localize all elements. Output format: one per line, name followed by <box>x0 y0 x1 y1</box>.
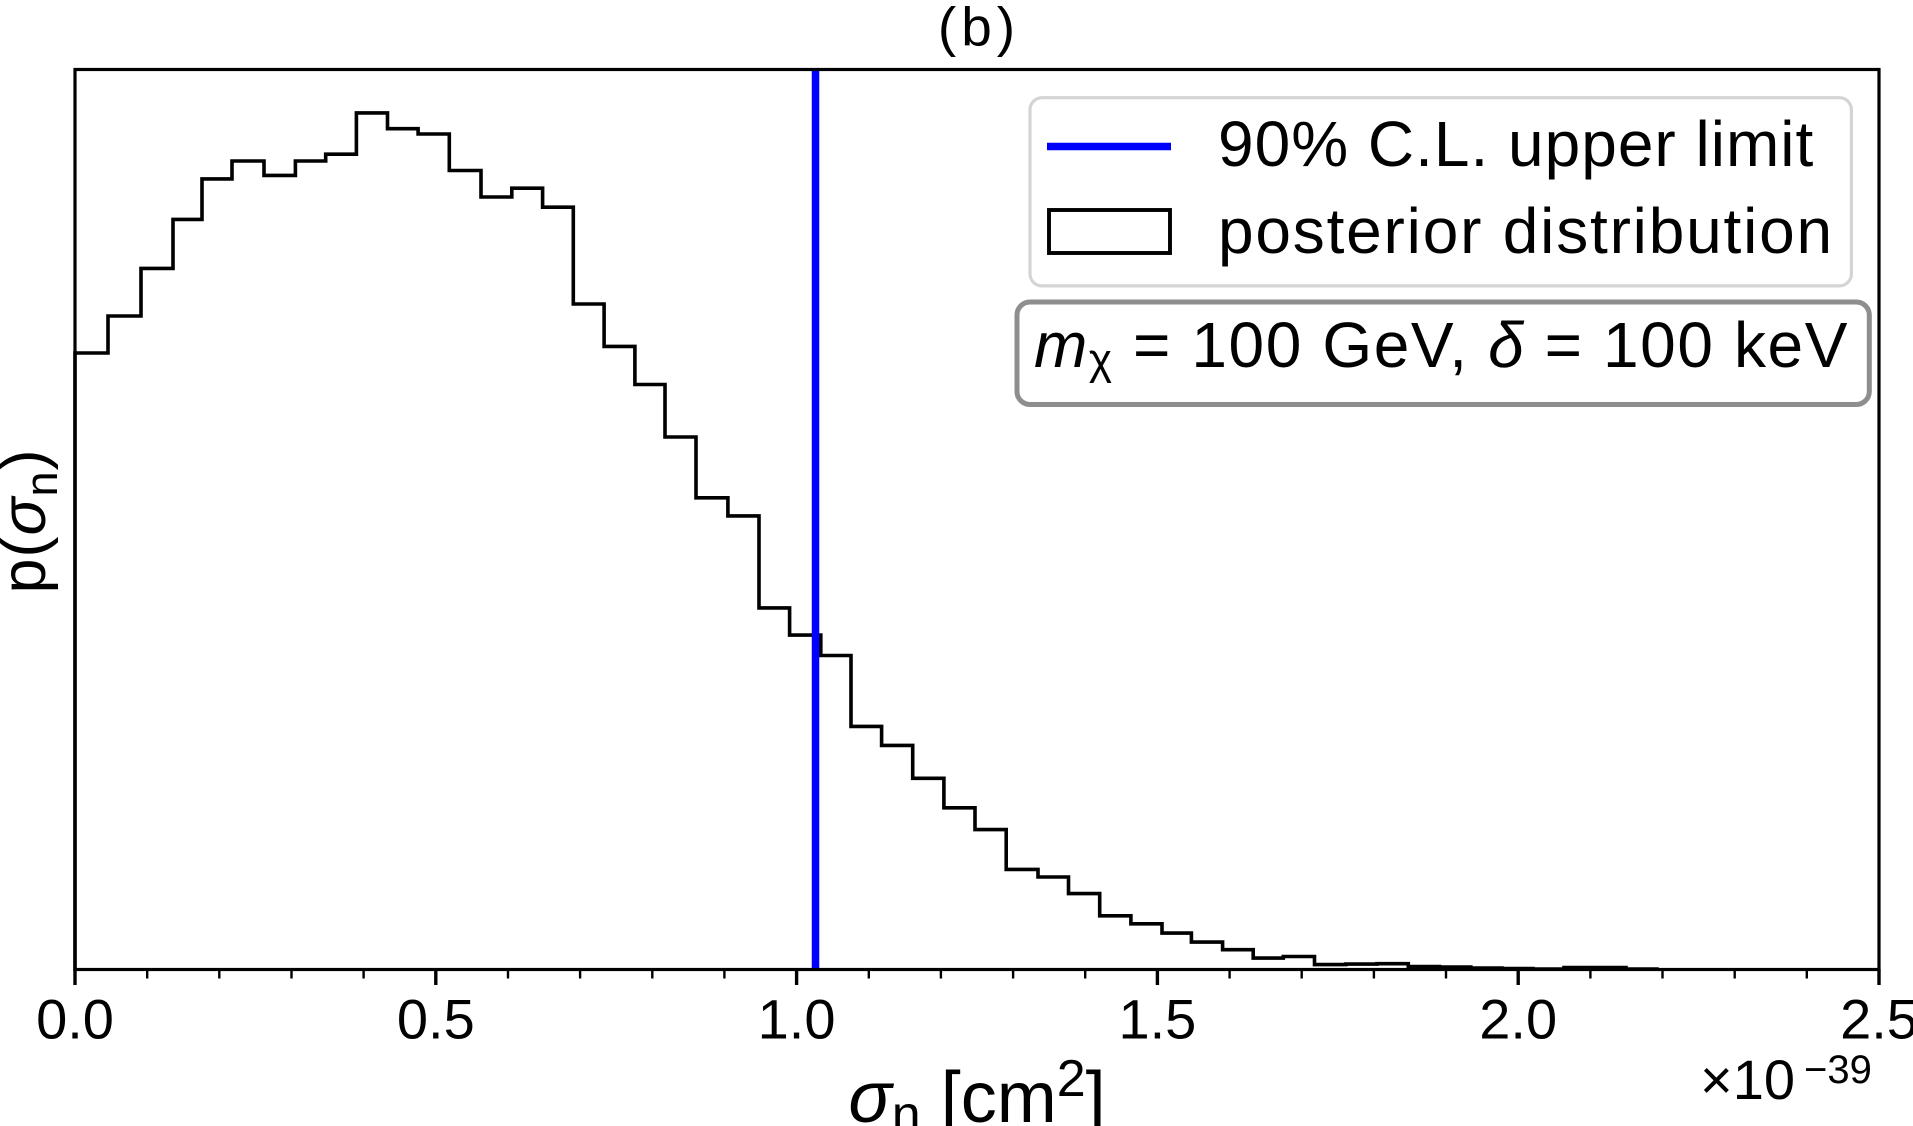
svg-text:(b): (b) <box>938 0 1020 58</box>
svg-text:posterior distribution: posterior distribution <box>1218 195 1834 267</box>
svg-text:−39: −39 <box>1804 1048 1872 1092</box>
svg-text:1.0: 1.0 <box>758 988 836 1051</box>
svg-text:1.5: 1.5 <box>1118 988 1196 1051</box>
svg-text:mχ = 100 GeV, δ = 100 keV: mχ = 100 GeV, δ = 100 keV <box>1034 309 1849 384</box>
svg-text:0.0: 0.0 <box>36 988 114 1051</box>
svg-text:90% C.L. upper limit: 90% C.L. upper limit <box>1218 108 1814 180</box>
svg-text:2.0: 2.0 <box>1479 988 1557 1051</box>
svg-text:0.5: 0.5 <box>397 988 475 1051</box>
svg-text:σn [cm2]: σn [cm2] <box>848 1050 1105 1126</box>
svg-text:p(σn): p(σn) <box>0 448 67 593</box>
svg-text:×10: ×10 <box>1700 1048 1795 1111</box>
svg-text:2.5: 2.5 <box>1840 988 1913 1051</box>
